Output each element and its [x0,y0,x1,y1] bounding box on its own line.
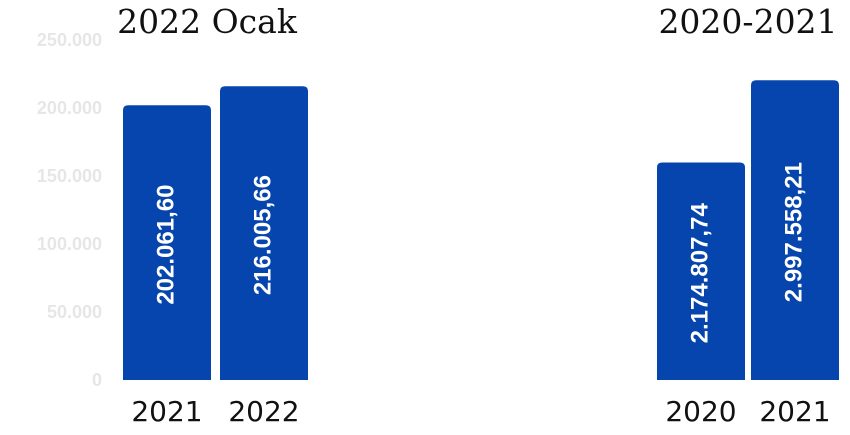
x-tick-label: 2021 [759,395,830,428]
y-tick-label: 200.000 [37,98,102,118]
data-label: 216.005,66 [249,175,276,295]
x-tick-label: 2020 [665,395,736,428]
x-tick-label: 2022 [228,395,299,428]
y-tick-label: 150.000 [37,166,102,186]
chart-2-title: 2020-2021 [658,2,837,41]
chart-2-bars: 2.174.807,74 2020 2.997.558,21 2021 [657,80,839,428]
data-label: 2.997.558,21 [780,162,807,302]
chart-1-y-axis: 0 50.000 100.000 150.000 200.000 250.000 [37,30,102,390]
bar-2020 [657,162,745,380]
chart-1-title: 2022 Ocak [117,2,298,41]
bar-2021 [751,80,839,381]
y-tick-label: 50.000 [47,302,102,322]
x-tick-label: 2021 [131,395,202,428]
chart-1-bars: 202.061,60 2021 216.005,66 2022 [123,86,308,428]
data-label: 2.174.807,74 [686,203,713,344]
bar-2021 [123,105,211,380]
data-label: 202.061,60 [152,185,179,305]
y-tick-label: 100.000 [37,234,102,254]
y-tick-label: 0 [92,370,102,390]
bar-2022 [220,86,308,380]
y-tick-label: 250.000 [37,30,102,50]
